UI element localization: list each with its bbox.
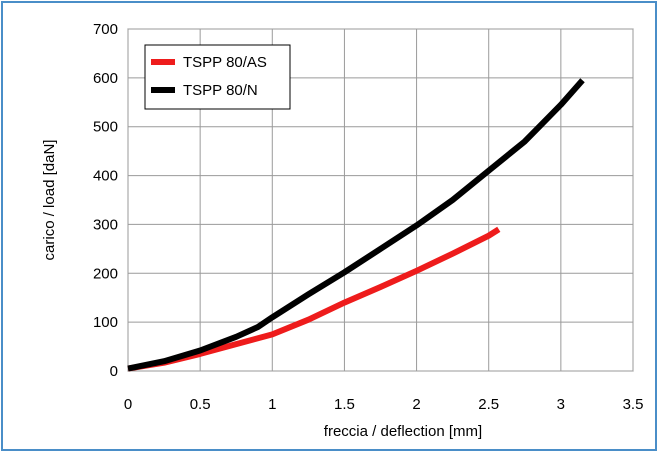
y-tick-label: 200 xyxy=(93,265,118,282)
y-tick-labels: 0 100 200 300 400 500 600 700 xyxy=(93,21,118,380)
x-axis-title: freccia / deflection [mm] xyxy=(324,423,482,440)
y-tick-label: 500 xyxy=(93,119,118,136)
y-tick-label: 600 xyxy=(93,70,118,87)
x-tick-label: 1.5 xyxy=(334,396,355,413)
x-tick-label: 3.5 xyxy=(623,396,644,413)
y-axis-title: carico / load [daN] xyxy=(41,140,58,261)
x-tick-labels: 0 0.5 1 1.5 2 2.5 3 3.5 xyxy=(124,396,644,413)
legend-box xyxy=(144,44,291,110)
y-tick-label: 100 xyxy=(93,314,118,331)
y-tick-label: 0 xyxy=(110,363,118,380)
x-tick-label: 3 xyxy=(557,396,565,413)
x-tick-label: 2 xyxy=(412,396,420,413)
series-lines xyxy=(127,78,585,372)
legend-label-tspp-80-n: TSPP 80/N xyxy=(183,82,258,99)
series-line-1 xyxy=(127,78,585,372)
x-tick-label: 0 xyxy=(124,396,132,413)
y-tick-label: 300 xyxy=(93,216,118,233)
x-tick-label: 1 xyxy=(268,396,276,413)
y-tick-label: 700 xyxy=(93,21,118,38)
legend: TSPP 80/AS TSPP 80/N xyxy=(144,44,291,110)
chart-frame: 0 100 200 300 400 500 600 700 0 0.5 1 1.5 2 2.5 3 3.5 … xyxy=(1,1,657,451)
y-tick-label: 400 xyxy=(93,168,118,185)
gridlines xyxy=(127,28,634,372)
x-tick-label: 2.5 xyxy=(478,396,499,413)
legend-label-tspp-80-as: TSPP 80/AS xyxy=(183,54,267,71)
x-tick-label: 0.5 xyxy=(190,396,211,413)
